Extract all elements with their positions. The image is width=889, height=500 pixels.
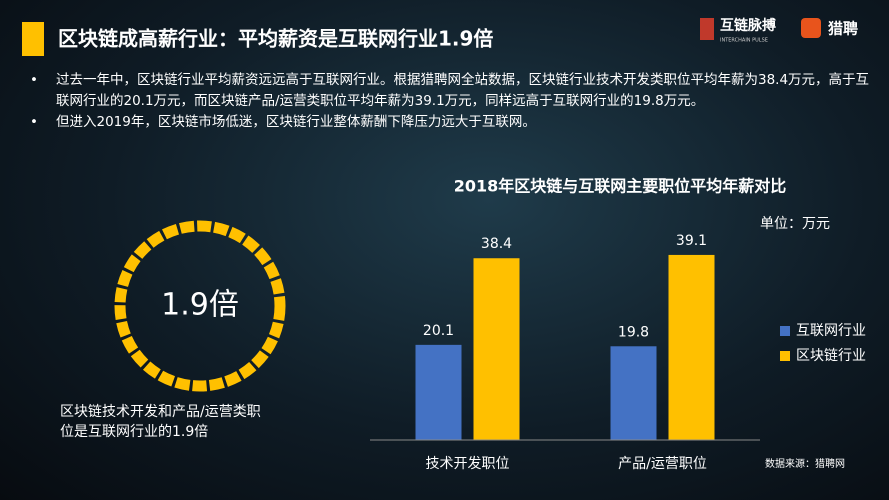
unit-label: 单位：万元 <box>760 216 830 232</box>
source: 数据来源：猎聘网 <box>765 457 845 470</box>
x-tick-label: 技术开发职位 <box>426 456 510 472</box>
value-label: 19.8 <box>618 324 649 340</box>
bullet: 但进入2019年，区块链市场低迷，区块链行业整体薪酬下降压力远大于互联网。 <box>30 112 870 133</box>
bar <box>473 258 520 440</box>
legend-label: 区块链行业 <box>796 348 866 364</box>
chart-title: 2018年区块链与互联网主要职位平均年薪对比 <box>454 177 787 196</box>
value-label: 39.1 <box>676 233 707 249</box>
highlight-ring <box>114 220 286 392</box>
value-label: 20.1 <box>423 323 454 339</box>
bar <box>668 254 715 440</box>
bullets: 过去一年中，区块链行业平均薪资远远高于互联网行业。根据猎聘网全站数据，区块链行业… <box>30 70 870 133</box>
highlight-caption: 区块链技术开发和产品/运营类职 <box>60 404 261 420</box>
partner-name: 猎聘 <box>828 20 858 38</box>
highlight-caption: 位是互联网行业的1.9倍 <box>60 424 208 440</box>
legend-swatch <box>780 326 790 336</box>
brand-icon <box>700 18 714 40</box>
bar <box>415 344 462 440</box>
legend-swatch <box>780 351 790 361</box>
bullet: 过去一年中，区块链行业平均薪资远远高于互联网行业。根据猎聘网全站数据，区块链行业… <box>30 70 870 112</box>
slide-title: 区块链成高薪行业：平均薪资是互联网行业1.9倍 <box>58 27 493 51</box>
brand-name: 互链脉搏 <box>720 17 776 34</box>
bar <box>610 346 657 440</box>
x-tick-label: 产品/运营职位 <box>618 456 707 472</box>
title-accent <box>22 22 44 56</box>
value-label: 38.4 <box>481 236 512 252</box>
highlight-value: 1.9倍 <box>161 288 239 323</box>
brand-sub: INTERCHAIN PULSE <box>720 38 768 44</box>
partner-icon <box>801 18 821 38</box>
legend-label: 互联网行业 <box>796 323 866 339</box>
